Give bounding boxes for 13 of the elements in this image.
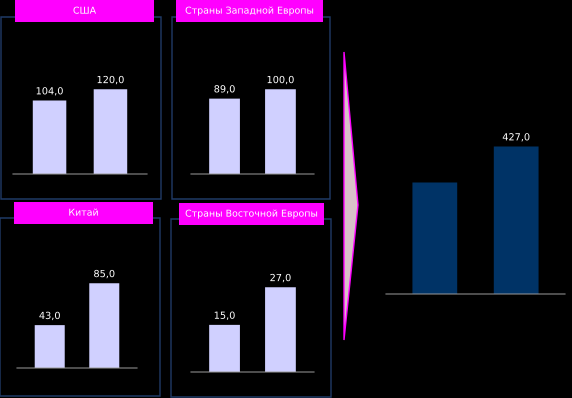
chart-title: Страны Западной Европы — [186, 6, 314, 16]
data-label: 43,0 — [39, 312, 60, 320]
data-label: 15,0 — [214, 312, 235, 320]
chart-title: Китай — [69, 208, 98, 216]
chart-title: США — [73, 6, 96, 14]
data-label: 89,0 — [214, 85, 235, 94]
chart-title: Страны Восточной Европы — [186, 209, 318, 219]
data-label: 85,0 — [94, 270, 114, 278]
data-label: 100,0 — [268, 76, 294, 84]
data-label: 427,0 — [502, 133, 530, 142]
data-label: 120,0 — [98, 76, 124, 84]
data-label: 27,0 — [270, 274, 291, 282]
data-label: 104,0 — [36, 87, 63, 96]
